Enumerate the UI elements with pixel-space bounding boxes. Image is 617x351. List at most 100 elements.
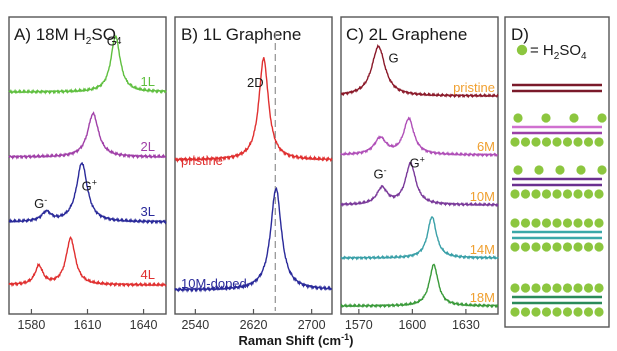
h2so4-dot [594,283,604,293]
peak-label: G+ [82,177,97,193]
panel-a-labels: 1L 2L 3L 4L G G+ G- [34,33,155,282]
h2so4-dot [510,218,520,228]
peak-label: G- [34,195,47,211]
panel-a: A) 18M H2SO4 1580 1610 1640 1L 2L 3L 4L G G+ G- [8,16,167,332]
h2so4-dot [562,137,573,147]
trace-pristine [340,43,499,99]
panel-c-traces [340,43,499,309]
panel-b-ticks: 2540 2620 2700 [181,309,326,332]
h2so4-dot [583,242,594,252]
x-axis-title: Raman Shift (cm-1) [239,332,354,348]
h2so4-dot [531,189,541,199]
h2so4-dot [520,189,531,199]
h2so4-dot [541,218,552,228]
h2so4-dot [531,307,541,317]
trace-label-10m-doped: 10M-doped [181,276,247,291]
h2so4-dot [531,218,541,228]
h2so4-dot [541,242,552,252]
h2so4-dot [510,242,520,252]
x-tick-label: 2620 [240,318,268,332]
panel-c-title: C) 2L Graphene [346,25,467,44]
h2so4-dot [573,242,583,252]
h2so4-dot [573,307,583,317]
panel-d-rows [510,83,607,317]
h2so4-dot [520,242,531,252]
h2so4-dot [520,307,531,317]
peak-label: G+ [409,154,424,170]
h2so4-dot [583,189,594,199]
panel-c-labels: pristine 6M 10M 14M 18M G G+ G- [373,50,495,305]
trace-label-6m: 6M [477,139,495,154]
h2so4-dot [594,218,604,228]
h2so4-dot [573,283,583,293]
h2so4-dot [555,165,565,175]
h2so4-dot [573,218,583,228]
h2so4-dot [594,189,604,199]
h2so4-dot [573,137,583,147]
x-tick-label: 2700 [298,318,326,332]
h2so4-dot [552,283,562,293]
x-tick-label: 1570 [345,318,373,332]
trace-14m [340,216,499,261]
h2so4-dot [573,189,583,199]
trace-label-2l: 2L [141,139,155,154]
peak-label: 2D [247,75,264,90]
trace-1l [8,34,167,95]
h2so4-dot [597,113,607,123]
panel-c-frame [340,16,499,315]
h2so4-dot [534,165,544,175]
h2so4-dot [541,283,552,293]
trace-label-14m: 14M [470,242,495,257]
h2so4-dot [562,218,573,228]
panel-d-frame [504,16,610,328]
trace-10m-doped [174,186,333,293]
panel-b: B) 1L Graphene 2540 2620 2700 pristine 10M-… [174,16,333,332]
h2so4-dot [583,283,594,293]
h2so4-dot [562,189,573,199]
x-tick-label: 1600 [398,318,426,332]
h2so4-dot [531,283,541,293]
trace-2l [8,111,167,160]
h2so4-dot [583,137,594,147]
panel-c: C) 2L Graphene 1570 1600 1630 pristine 6M 10… [340,16,499,332]
h2so4-dot [594,307,604,317]
panel-d-title: D) [511,25,529,44]
trace-10m [340,160,499,208]
trace-6m [340,116,499,158]
h2so4-dot [552,307,562,317]
h2so4-dot [531,137,541,147]
h2so4-dot [541,137,552,147]
trace-label-pristine: pristine [181,153,223,168]
h2so4-dot [520,283,531,293]
panel-b-title: B) 1L Graphene [181,25,301,44]
peak-label: G [389,50,399,65]
x-tick-label: 2540 [181,318,209,332]
panel-b-labels: pristine 10M-doped 2D [181,75,264,291]
trace-18m [340,263,499,309]
h2so4-dot [552,137,562,147]
legend-dot [516,44,528,56]
trace-4l [8,235,167,288]
h2so4-dot [583,307,594,317]
panel-a-ticks: 1580 1610 1640 [18,309,158,332]
h2so4-dot [513,165,523,175]
panel-a-title: A) 18M H2SO4 [14,25,122,47]
h2so4-dot [510,137,520,147]
h2so4-dot [520,137,531,147]
h2so4-dot [520,218,531,228]
h2so4-dot [510,307,520,317]
x-tick-label: 1640 [130,318,158,332]
panel-d: D) = H2SO4 [504,16,610,328]
h2so4-dot [510,189,520,199]
legend-label: = H2SO4 [530,42,587,62]
peak-label: G- [373,166,386,182]
h2so4-dot [562,307,573,317]
trace-label-18m: 18M [470,290,495,305]
h2so4-dot [583,218,594,228]
trace-label-10m: 10M [470,189,495,204]
trace-label-3l: 3L [141,204,155,219]
h2so4-dot [510,283,520,293]
h2so4-dot [552,242,562,252]
x-tick-label: 1610 [74,318,102,332]
